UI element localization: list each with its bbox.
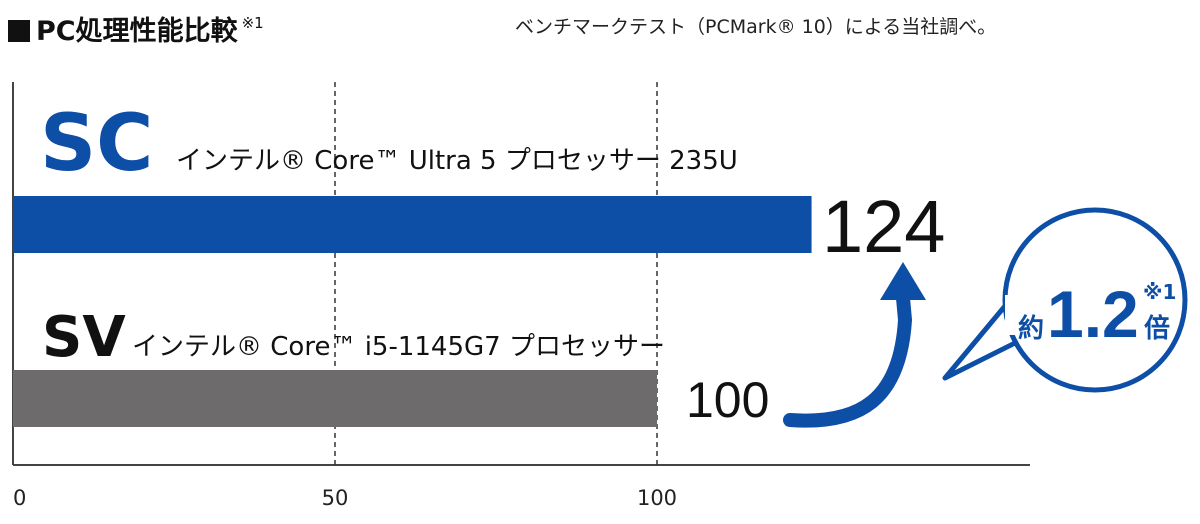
callout-suffix: 倍 <box>1144 313 1170 344</box>
category-description-sv: インテル® Core™ i5-1145G7 プロセッサー <box>132 332 665 362</box>
title-text: PC処理性能比較 <box>36 16 238 47</box>
bar-sv <box>13 370 657 427</box>
x-tick-label: 50 <box>322 486 349 510</box>
category-label-sv: SV <box>42 305 126 370</box>
title-square-icon <box>8 20 30 42</box>
bar-sc <box>13 196 812 253</box>
growth-arrow-icon <box>783 291 913 428</box>
x-tick-label: 100 <box>637 486 677 510</box>
title-note: ※1 <box>241 14 264 32</box>
category-description-sc: インテル® Core™ Ultra 5 プロセッサー 235U <box>176 146 738 176</box>
callout-value: 1.2 <box>1047 277 1139 351</box>
value-label-sc: 124 <box>822 185 945 268</box>
page-title: PC処理性能比較 ※1 <box>8 6 264 49</box>
source-note: ベンチマークテスト（PCMark® 10）による当社調べ。 <box>515 16 997 38</box>
category-label-sc: SC <box>40 99 153 189</box>
callout-note: ※1 <box>1143 280 1176 304</box>
value-label-sv: 100 <box>686 372 769 428</box>
callout-prefix: 約 <box>1018 313 1044 344</box>
x-tick-label: 0 <box>13 486 26 510</box>
callout-bubble: 約 1.2 倍 ※1 <box>942 207 1188 393</box>
growth-arrowhead-icon <box>880 262 926 300</box>
